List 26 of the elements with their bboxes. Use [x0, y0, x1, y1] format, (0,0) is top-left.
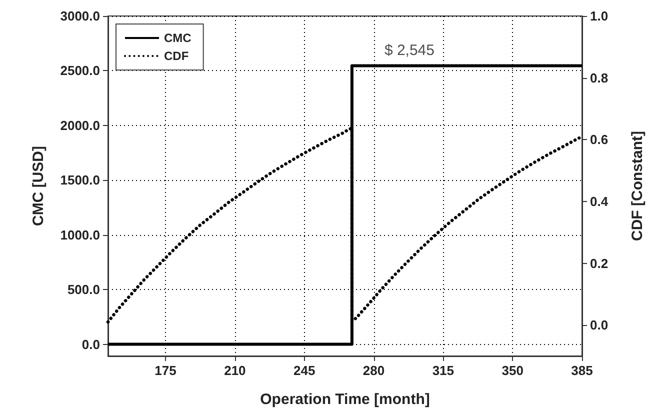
x-tick-label: 350	[502, 363, 524, 378]
legend-label: CMC	[164, 31, 192, 45]
y2-tick-label: 0.6	[590, 132, 608, 148]
annotation: $ 2,545	[384, 42, 434, 59]
y2-tick-label: 0.0	[590, 318, 608, 333]
y2-tick-label: 1.0	[590, 8, 608, 24]
x-tick-label: 175	[154, 363, 176, 378]
y-tick-label: 2000.0	[60, 118, 100, 133]
y2-tick-label: 0.2	[590, 256, 608, 271]
x-tick-label: 245	[293, 363, 316, 378]
y-tick-label: 500.0	[67, 282, 100, 298]
x-tick-label: 385	[571, 363, 593, 378]
y2-axis-title: CDF [Constant]	[629, 131, 646, 241]
y2-tick-label: 0.8	[590, 70, 608, 86]
y2-tick-label: 0.4	[590, 194, 609, 209]
y-axis-title: CMC [USD]	[30, 146, 47, 226]
y-tick-label: 1000.0	[60, 227, 100, 242]
y-tick-label: 0.0	[82, 336, 100, 352]
y-tick-label: 3000.0	[60, 8, 100, 24]
legend-label: CDF	[164, 49, 189, 63]
y-tick-label: 1500.0	[60, 172, 100, 188]
x-tick-label: 315	[432, 363, 454, 378]
x-tick-label: 280	[362, 363, 385, 378]
x-axis-title: Operation Time [month]	[260, 391, 430, 408]
x-tick-label: 210	[224, 363, 246, 378]
y-tick-label: 2500.0	[60, 63, 100, 78]
